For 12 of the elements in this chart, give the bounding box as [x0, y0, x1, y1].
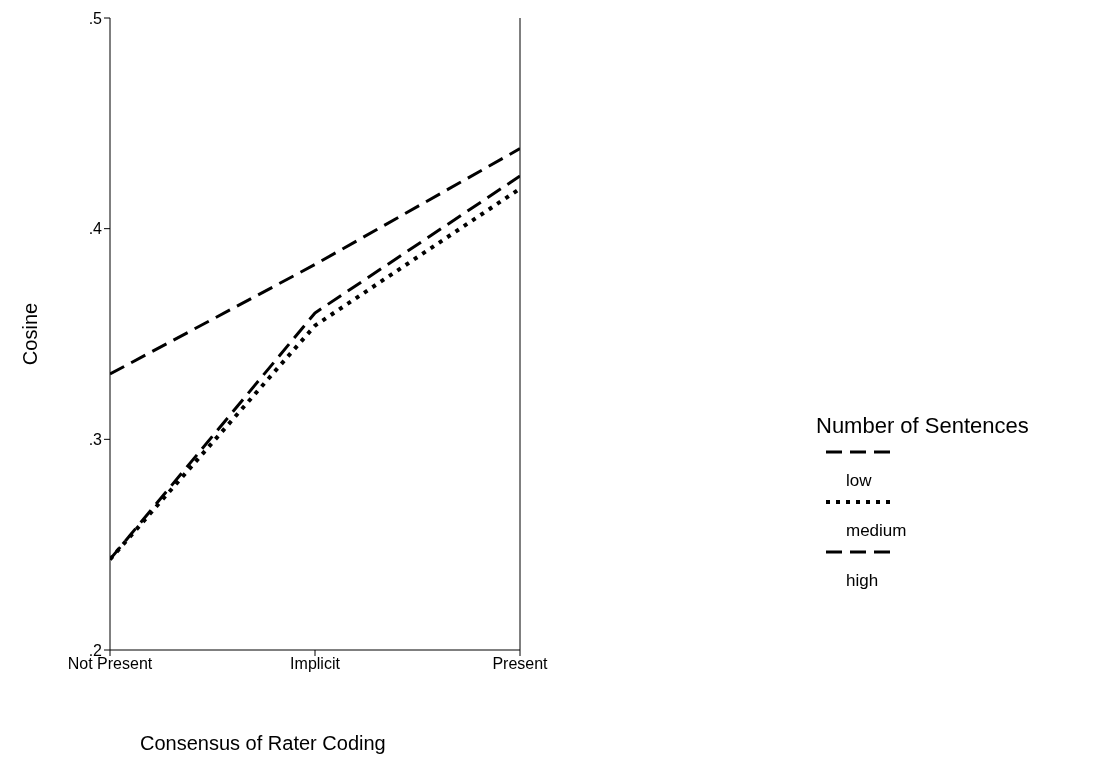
y-axis-title: Cosine: [19, 302, 42, 366]
y-tick-label: .5: [88, 9, 103, 27]
x-tick-label: Not Present: [67, 655, 153, 673]
legend-label: low: [846, 471, 873, 491]
legend-label: high: [846, 571, 880, 591]
x-tick-label: Implicit: [290, 655, 341, 673]
y-tick-label: .3: [88, 431, 103, 449]
x-tick-label: Present: [492, 655, 549, 673]
legend-title: Number of Sentences: [816, 413, 1030, 439]
legend-label: medium: [846, 521, 908, 541]
x-axis-title: Consensus of Rater Coding: [140, 732, 386, 754]
y-tick-label: .4: [88, 220, 103, 238]
